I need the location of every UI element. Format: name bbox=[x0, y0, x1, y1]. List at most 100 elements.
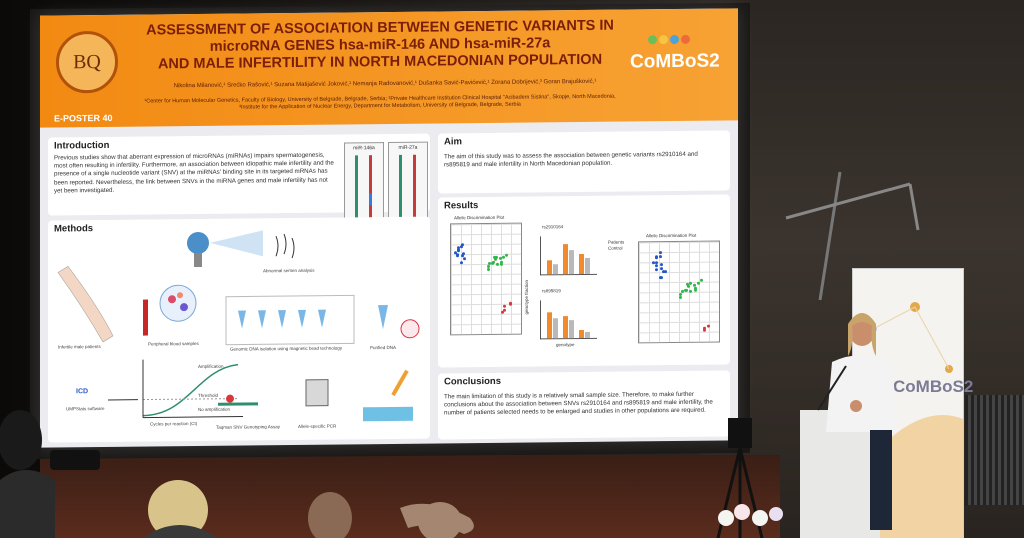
mirna-label-1: miR-146a bbox=[353, 145, 375, 152]
speaker bbox=[826, 313, 898, 530]
semen-analysis-label: Abnormal semen analysis bbox=[263, 267, 315, 274]
combos-logo-text: CoMBoS2 bbox=[630, 50, 720, 73]
plot-1-title: Allelic Discrimination Plot bbox=[454, 214, 505, 221]
logo-dot bbox=[659, 35, 668, 45]
bar-control bbox=[553, 264, 558, 275]
patient-arm-icon bbox=[57, 266, 114, 343]
plot-2-title: rs2910164 bbox=[542, 224, 564, 230]
light-beam bbox=[210, 230, 263, 257]
logo-dot bbox=[681, 34, 690, 44]
allelic-discrimination-plot-1 bbox=[450, 222, 522, 336]
combos-logo-dots bbox=[648, 31, 692, 49]
scatter-point bbox=[684, 288, 688, 292]
bar-patients bbox=[547, 260, 552, 275]
genotype-bar-chart-1 bbox=[540, 235, 597, 276]
amplification-curve bbox=[142, 363, 239, 417]
scatter-point bbox=[679, 295, 682, 299]
audience-silhouettes bbox=[0, 410, 474, 538]
scatter-point bbox=[654, 255, 658, 259]
combos-logo: CoMBoS2 bbox=[630, 29, 720, 82]
aim-text: The aim of this study was to assess the … bbox=[444, 150, 698, 169]
bar-control bbox=[553, 318, 558, 339]
dna-isolation-frame bbox=[225, 294, 355, 346]
blood-tube bbox=[143, 299, 148, 336]
hairpin-stem bbox=[369, 193, 372, 206]
bar-patients bbox=[579, 329, 584, 339]
blood-cell bbox=[168, 295, 176, 304]
pcr-machine bbox=[305, 379, 329, 407]
conclusions-heading: Conclusions bbox=[444, 375, 502, 388]
poster-title: ASSESSMENT OF ASSOCIATION BETWEEN GENETI… bbox=[140, 18, 620, 74]
aim-heading: Aim bbox=[444, 136, 462, 148]
introduction-heading: Introduction bbox=[54, 139, 110, 152]
flowers bbox=[718, 504, 783, 526]
microscope-icon bbox=[187, 231, 209, 268]
projected-poster: BQ ASSESSMENT OF ASSOCIATION BETWEEN GEN… bbox=[40, 8, 738, 448]
tubes-icon bbox=[238, 309, 326, 329]
blood-cells-icon bbox=[159, 284, 197, 322]
results-panel: Results Allelic Discrimination Plot rs29… bbox=[438, 194, 730, 368]
bar-patients bbox=[579, 253, 584, 275]
bar-ylabel: genotype fraction bbox=[524, 280, 529, 315]
title-line-3: AND MALE INFERTILITY IN NORTH MACEDONIAN… bbox=[157, 51, 603, 73]
plot-axis bbox=[143, 416, 243, 419]
purified-dna-tube bbox=[378, 305, 388, 330]
poster-authors: Nikolina Milanović,¹ Srećko Rašović,¹ Su… bbox=[173, 78, 597, 90]
plot-4-title: Allelic Discrimination Plot bbox=[646, 232, 697, 239]
bar-patients bbox=[563, 316, 568, 339]
pipette bbox=[391, 369, 409, 397]
scatter-point bbox=[495, 255, 499, 259]
scatter-point bbox=[508, 302, 512, 306]
poster-header: BQ ASSESSMENT OF ASSOCIATION BETWEEN GEN… bbox=[40, 8, 738, 128]
blood-samples-label: Peripheral blood samples bbox=[148, 340, 199, 347]
taqman-dna bbox=[218, 402, 258, 406]
sperm-icon bbox=[275, 233, 295, 259]
scatter-point bbox=[658, 255, 662, 259]
dna-helix-icon bbox=[400, 319, 420, 339]
allelic-discrimination-plot-2 bbox=[638, 240, 720, 344]
blood-cell bbox=[180, 303, 188, 312]
scatter-point bbox=[696, 281, 700, 285]
banner-logo-text: CoMBoS2 bbox=[893, 377, 974, 396]
methods-panel: Methods bbox=[48, 216, 430, 443]
purified-dna-label: Purified DNA bbox=[370, 344, 397, 351]
logo-dot bbox=[670, 34, 679, 45]
scatter-point bbox=[654, 264, 658, 268]
bar-control bbox=[585, 257, 590, 274]
legend-patients: Patients bbox=[608, 239, 625, 245]
scatter-point bbox=[500, 310, 504, 314]
patients-label: Infertile male patients bbox=[58, 344, 101, 350]
pcr-plate bbox=[363, 406, 413, 422]
logo-dot bbox=[648, 35, 657, 45]
microphone bbox=[817, 365, 847, 411]
plot-grid bbox=[451, 223, 521, 335]
radiator bbox=[965, 395, 1024, 505]
bar-patients bbox=[547, 312, 552, 339]
scatter-point bbox=[659, 275, 663, 279]
taqman-probe bbox=[226, 394, 234, 403]
boom-arm bbox=[785, 171, 920, 301]
scatter-point bbox=[487, 267, 490, 271]
scatter-point bbox=[689, 281, 693, 285]
scatter-point bbox=[693, 286, 697, 290]
amplification-label: Amplification bbox=[198, 363, 224, 370]
methods-workflow-diagram bbox=[57, 230, 420, 422]
university-seal-logo: BQ bbox=[56, 30, 118, 94]
eposter-number: E-POSTER 40 bbox=[54, 112, 113, 124]
introduction-text: Previous studies show that aberrant expr… bbox=[54, 151, 334, 195]
poster-affiliations: ¹Center for Human Molecular Genetics, Fa… bbox=[100, 93, 660, 113]
genotype-bar-chart-2 bbox=[540, 299, 597, 340]
bar-control bbox=[585, 331, 590, 338]
introduction-panel: Introduction Previous studies show that … bbox=[48, 133, 430, 245]
scatter-point bbox=[456, 248, 460, 252]
mirna-label-2: miR-27a bbox=[398, 144, 418, 151]
bar-patients bbox=[563, 244, 568, 275]
bar-control bbox=[569, 250, 574, 275]
results-heading: Results bbox=[444, 200, 479, 212]
icd-label: ICD bbox=[76, 388, 89, 396]
bar-control bbox=[569, 320, 574, 339]
scatter-point bbox=[706, 324, 710, 328]
scatter-point bbox=[459, 261, 463, 265]
scatter-point bbox=[456, 254, 460, 258]
